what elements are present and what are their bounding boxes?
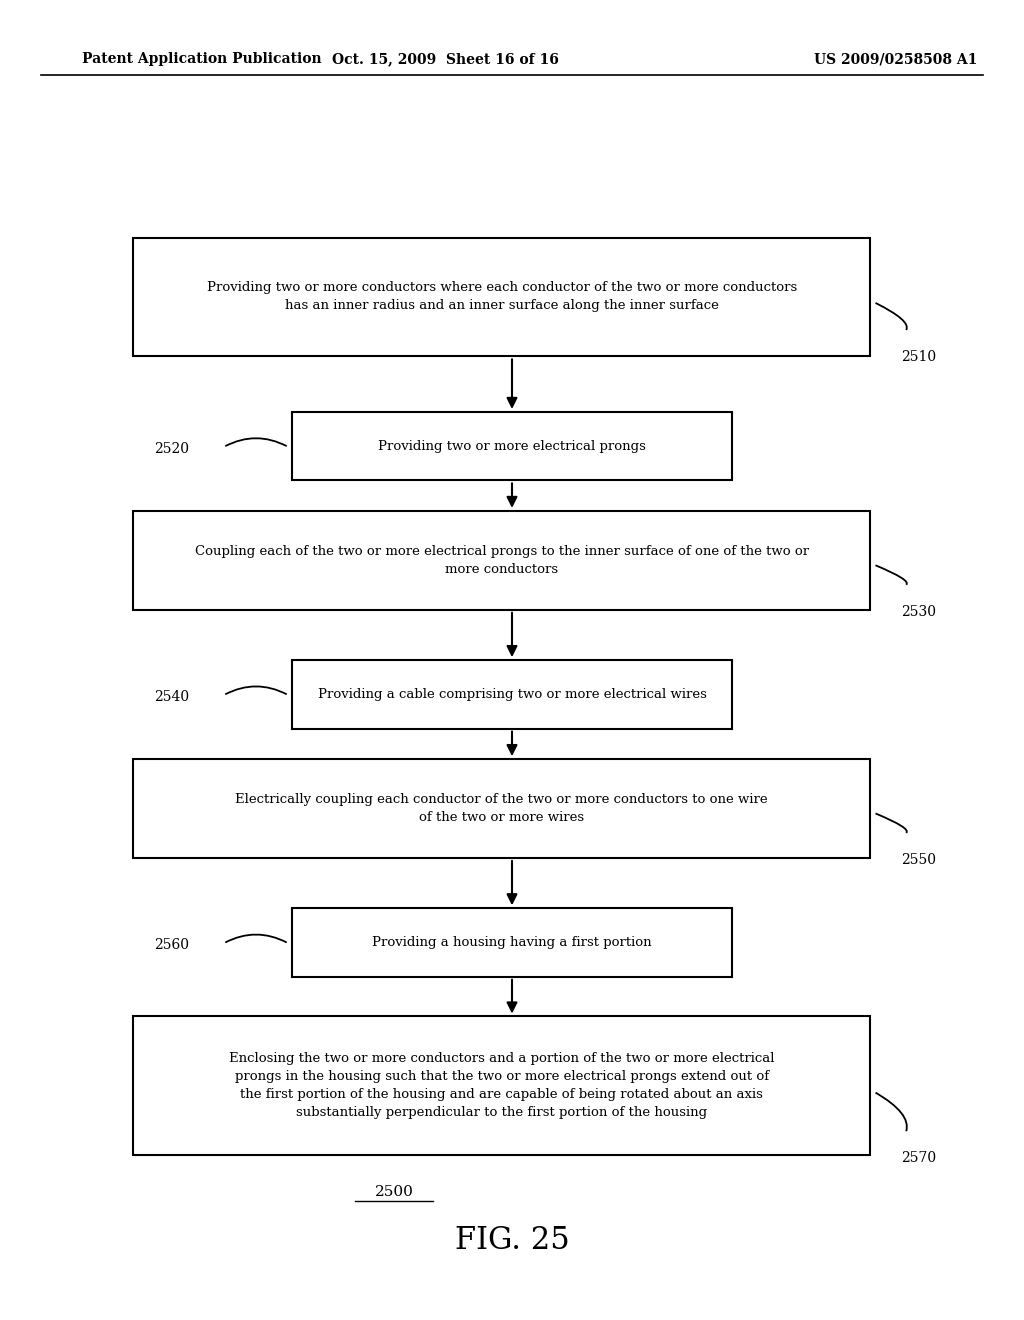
Text: Coupling each of the two or more electrical prongs to the inner surface of one o: Coupling each of the two or more electri… <box>195 545 809 576</box>
Text: Enclosing the two or more conductors and a portion of the two or more electrical: Enclosing the two or more conductors and… <box>229 1052 774 1119</box>
Text: US 2009/0258508 A1: US 2009/0258508 A1 <box>814 53 978 66</box>
Text: 2520: 2520 <box>155 442 189 455</box>
Text: Patent Application Publication: Patent Application Publication <box>82 53 322 66</box>
FancyBboxPatch shape <box>133 238 870 356</box>
Text: 2500: 2500 <box>375 1184 414 1199</box>
Text: Providing two or more conductors where each conductor of the two or more conduct: Providing two or more conductors where e… <box>207 281 797 313</box>
Text: 2570: 2570 <box>901 1151 936 1166</box>
Text: 2550: 2550 <box>901 853 936 867</box>
FancyBboxPatch shape <box>133 759 870 858</box>
Text: Providing two or more electrical prongs: Providing two or more electrical prongs <box>378 440 646 453</box>
Text: Providing a housing having a first portion: Providing a housing having a first porti… <box>372 936 652 949</box>
FancyBboxPatch shape <box>292 908 732 977</box>
Text: 2560: 2560 <box>155 939 189 952</box>
Text: Providing a cable comprising two or more electrical wires: Providing a cable comprising two or more… <box>317 688 707 701</box>
FancyBboxPatch shape <box>292 660 732 729</box>
Text: Electrically coupling each conductor of the two or more conductors to one wire
o: Electrically coupling each conductor of … <box>236 793 768 824</box>
FancyBboxPatch shape <box>133 1016 870 1155</box>
FancyBboxPatch shape <box>292 412 732 480</box>
Text: FIG. 25: FIG. 25 <box>455 1225 569 1257</box>
Text: 2510: 2510 <box>901 350 936 364</box>
Text: 2530: 2530 <box>901 605 936 619</box>
Text: 2540: 2540 <box>155 690 189 704</box>
Text: Oct. 15, 2009  Sheet 16 of 16: Oct. 15, 2009 Sheet 16 of 16 <box>332 53 559 66</box>
FancyBboxPatch shape <box>133 511 870 610</box>
